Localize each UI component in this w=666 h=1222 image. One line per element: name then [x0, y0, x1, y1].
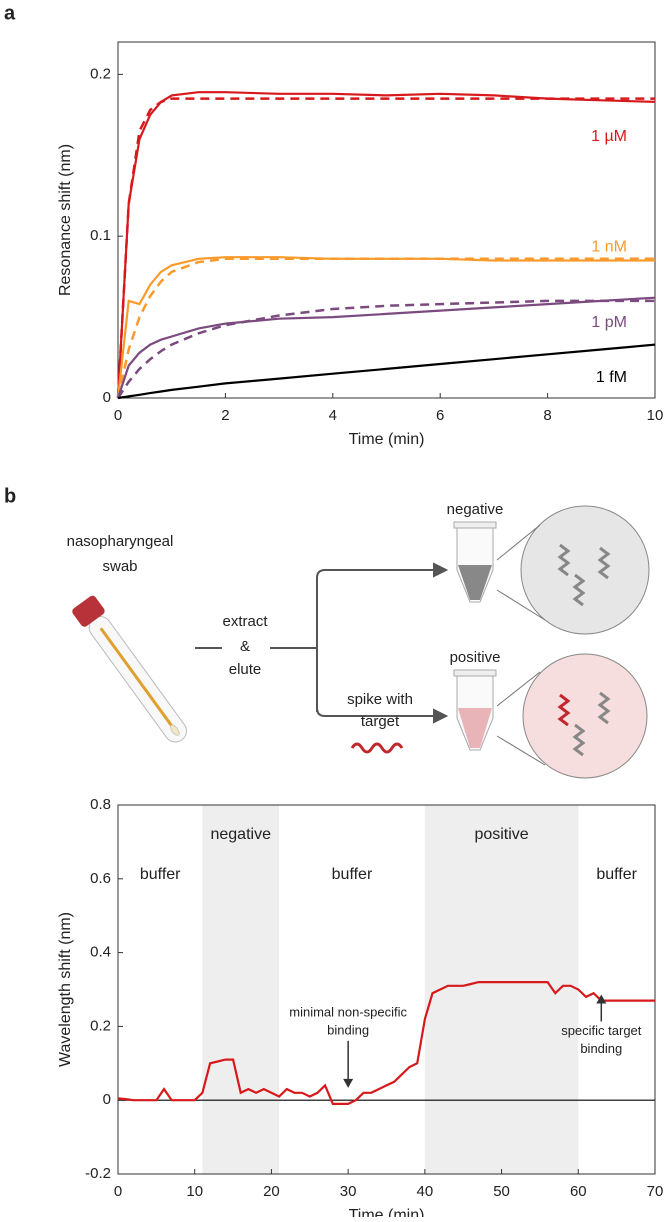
label: extract: [222, 613, 268, 630]
data-line: [117, 343, 656, 400]
data-line: [116, 256, 655, 399]
label: spike with: [347, 691, 413, 708]
y-tick-label: 0.4: [90, 944, 111, 961]
y-tick-label: 0: [103, 389, 111, 406]
arrow-head: [343, 1078, 354, 1088]
x-axis-label: Time (min): [349, 431, 425, 448]
label: elute: [229, 661, 262, 678]
label: target: [361, 713, 400, 730]
x-tick-label: 0: [114, 1183, 122, 1200]
fit-line: [116, 257, 655, 399]
y-tick-label: 0.2: [90, 65, 111, 82]
target-helix: [350, 742, 404, 754]
arrow-head: [596, 994, 607, 1004]
annotation: binding: [580, 1041, 622, 1056]
y-tick-label: 0.6: [90, 870, 111, 887]
y-axis-label: Resonance shift (nm): [57, 144, 74, 296]
region-label: negative: [210, 826, 271, 843]
fit-line: [116, 97, 655, 399]
series-label: 1 nM: [591, 239, 627, 256]
panel-label: b: [4, 485, 16, 507]
label: &: [240, 638, 250, 655]
panel-label: a: [4, 2, 16, 24]
shaded-region: [202, 805, 280, 1174]
label: swab: [102, 558, 137, 575]
annotation: binding: [327, 1022, 369, 1037]
x-tick-label: 0: [114, 407, 122, 424]
x-tick-label: 8: [543, 407, 551, 424]
x-tick-label: 10: [186, 1183, 203, 1200]
y-tick-label: 0.1: [90, 227, 111, 244]
x-tick-label: 40: [417, 1183, 434, 1200]
series-label: 1 fM: [596, 369, 627, 386]
region-label: buffer: [596, 866, 637, 883]
swab-tube: [72, 595, 187, 743]
shaded-region: [424, 805, 579, 1174]
x-tick-label: 4: [329, 407, 337, 424]
fit-line: [116, 299, 655, 399]
x-tick-label: 6: [436, 407, 444, 424]
arrows: [195, 562, 449, 724]
region-label: buffer: [140, 866, 181, 883]
annotation: specific target: [561, 1023, 642, 1038]
data-line: [117, 981, 655, 1105]
label: negative: [447, 501, 504, 518]
diagram: nasopharyngeal swab extract & elute nega…: [67, 501, 650, 779]
x-tick-label: 10: [647, 407, 664, 424]
label: positive: [450, 649, 501, 666]
y-tick-label: 0: [103, 1091, 111, 1108]
region-label: positive: [474, 826, 528, 843]
tube-positive: [453, 653, 648, 779]
y-tick-label: 0.2: [90, 1017, 111, 1034]
x-tick-label: 60: [570, 1183, 587, 1200]
y-tick-label: 0.8: [90, 796, 111, 813]
x-tick-label: 70: [647, 1183, 664, 1200]
helices: [557, 543, 611, 757]
x-tick-label: 50: [493, 1183, 510, 1200]
x-tick-label: 2: [221, 407, 229, 424]
x-axis-label: Time (min): [349, 1207, 425, 1217]
x-tick-label: 20: [263, 1183, 280, 1200]
series-label: 1 µM: [591, 128, 627, 145]
y-tick-label: -0.2: [85, 1165, 111, 1182]
annotation: minimal non-specific: [289, 1004, 407, 1019]
label: nasopharyngeal: [67, 533, 174, 550]
y-axis-label: Wavelength shift (nm): [57, 912, 74, 1067]
data-line: [116, 296, 656, 399]
series-label: 1 pM: [591, 314, 627, 331]
x-tick-label: 30: [340, 1183, 357, 1200]
axes-box: [117, 804, 656, 1175]
tube-negative: [453, 505, 650, 635]
axes-box: [117, 41, 656, 399]
data-line: [116, 91, 656, 399]
region-label: buffer: [332, 866, 373, 883]
